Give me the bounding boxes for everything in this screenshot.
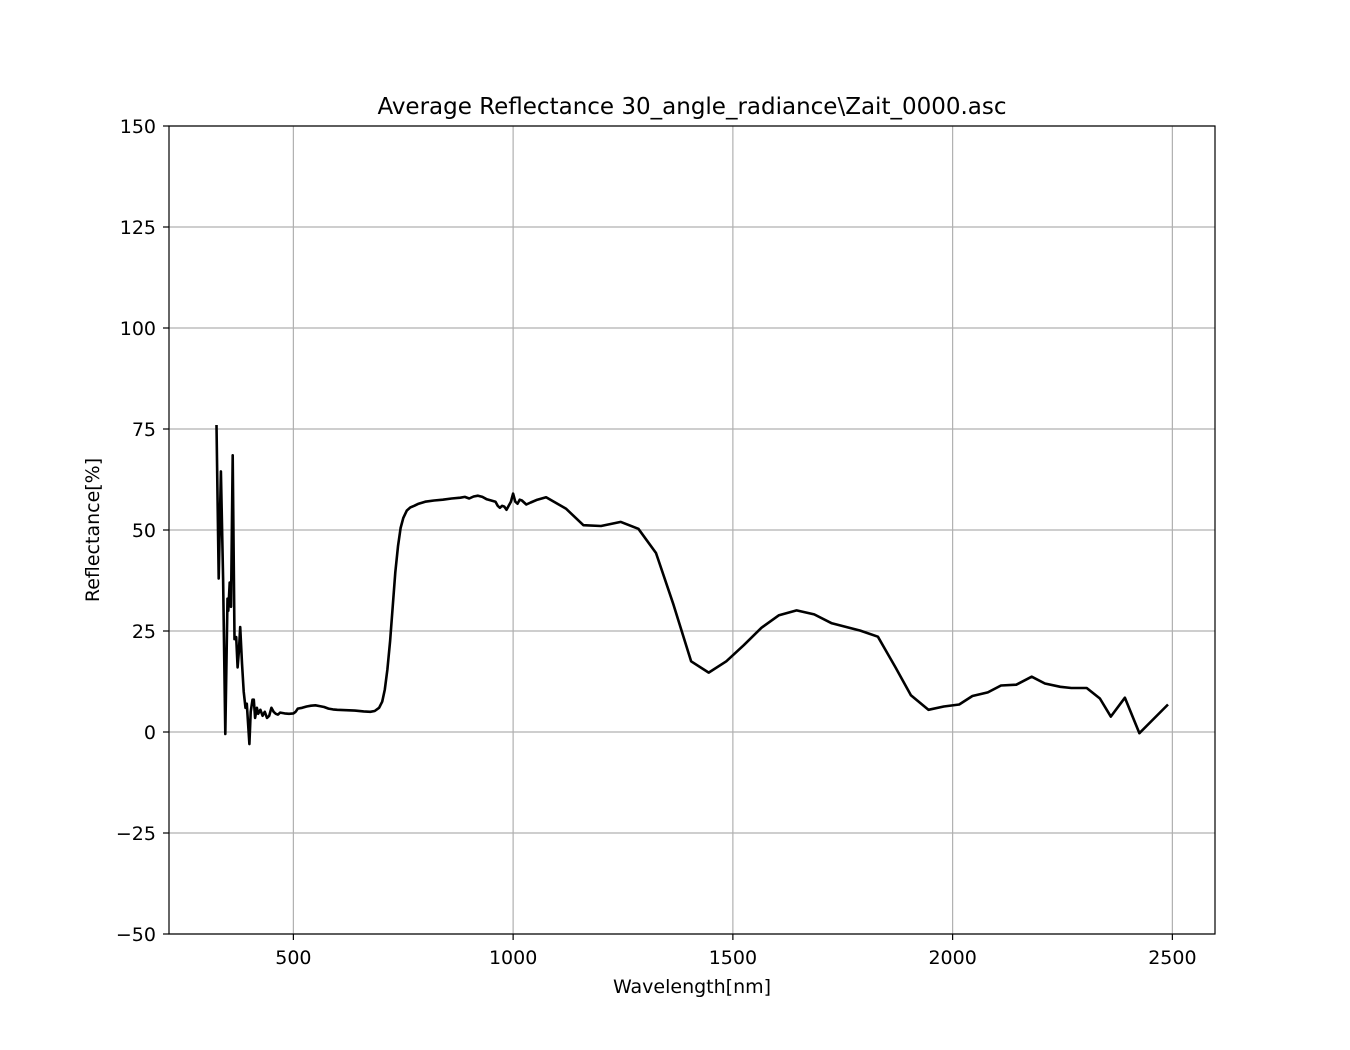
y-tick-label: −50 — [116, 924, 156, 946]
y-tick-label: 150 — [120, 116, 156, 138]
y-tick-label: 0 — [144, 722, 156, 744]
y-tick-label: 75 — [132, 419, 156, 441]
y-tick-label: 25 — [132, 621, 156, 643]
ticks: 500 1000 1500 2000 2500 −50 −25 0 25 50 75 100 125 15… — [116, 116, 1197, 969]
x-tick-label: 500 — [275, 947, 311, 969]
y-axis-label: Reflectance[%] — [82, 458, 104, 602]
y-tick-label: 100 — [120, 318, 156, 340]
x-tick-label: 2000 — [928, 947, 976, 969]
y-tick-label: 125 — [120, 217, 156, 239]
chart-title: Average Reflectance 30_angle_radiance\Za… — [377, 94, 1006, 120]
x-tick-label: 2500 — [1148, 947, 1196, 969]
series-layer — [215, 424, 1169, 746]
y-tick-label: 50 — [132, 520, 156, 542]
x-tick-label: 1500 — [709, 947, 757, 969]
reflectance-series-line — [215, 424, 1169, 746]
y-tick-label: −25 — [116, 823, 156, 845]
x-axis-label: Wavelength[nm] — [613, 976, 771, 998]
x-tick-label: 1000 — [489, 947, 537, 969]
